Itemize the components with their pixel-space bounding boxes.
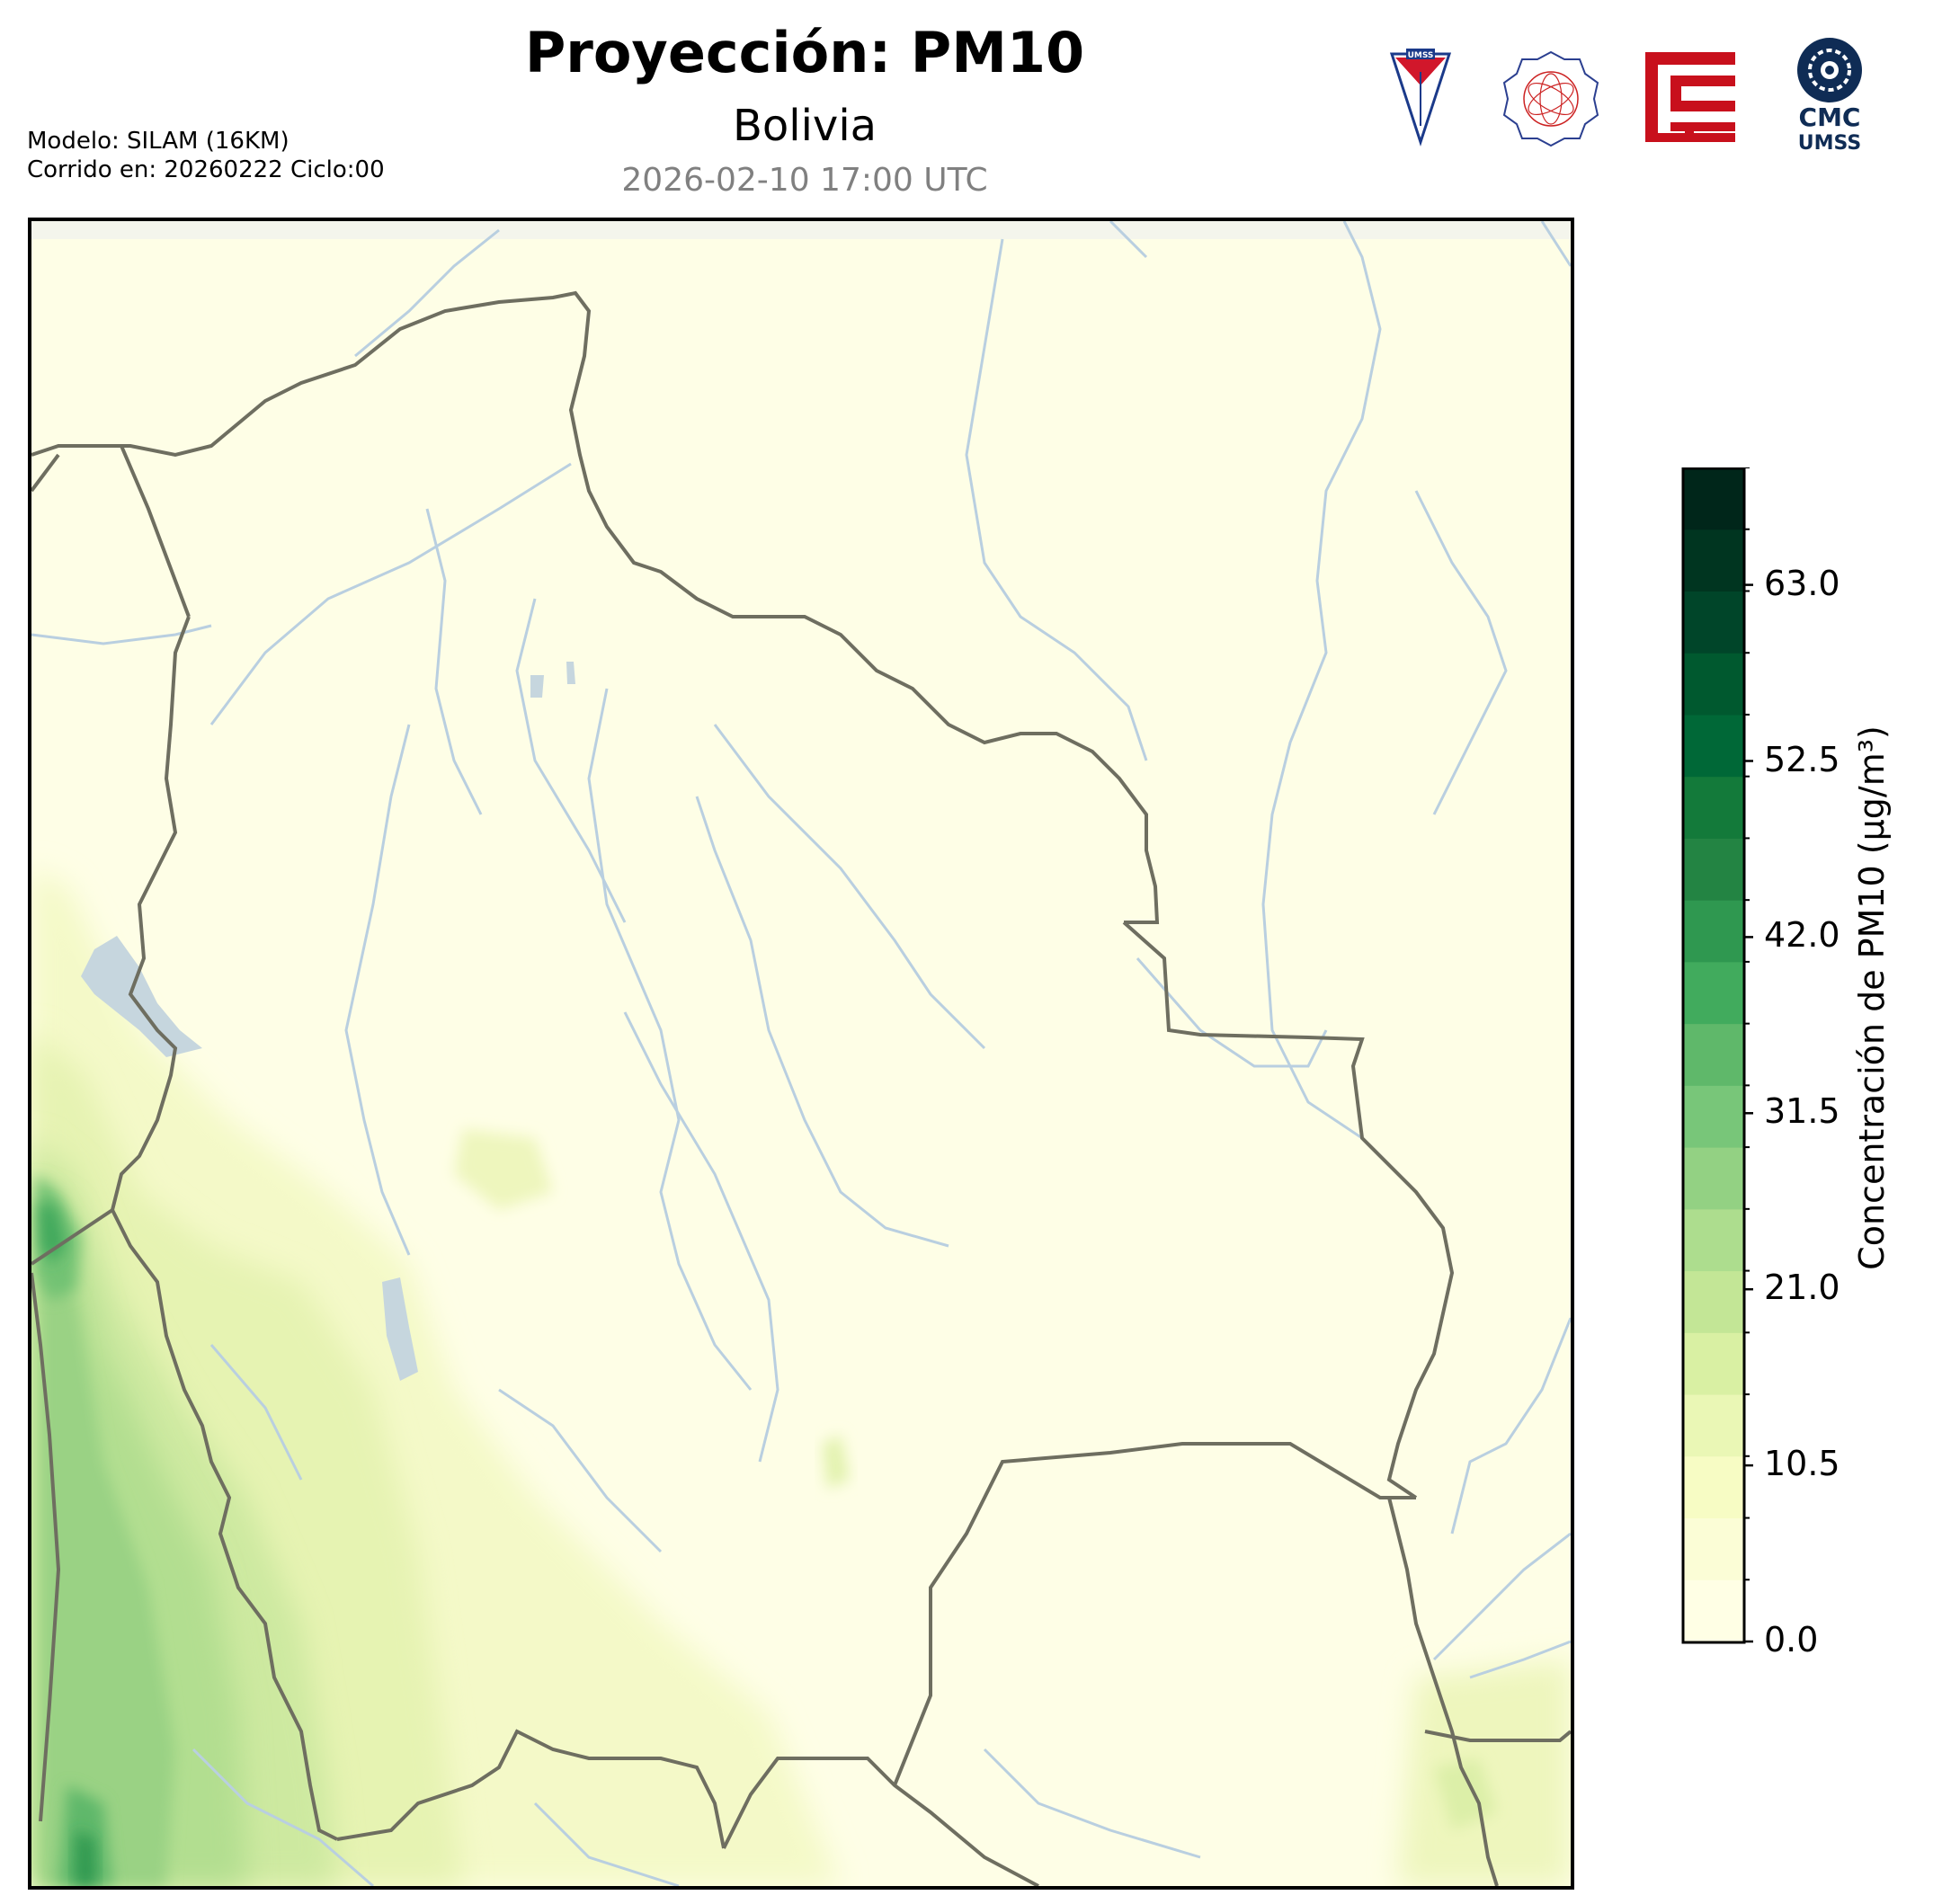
departamento-fisica-seal [1502, 50, 1599, 147]
border-bolivia-brazil-north [31, 290, 1160, 924]
colorbar-segment [1683, 1208, 1744, 1272]
logo-strip: UMSS CMC UMSS [1385, 36, 1888, 162]
colorbar-segment [1683, 1517, 1744, 1580]
svg-text:UMSS: UMSS [1798, 132, 1861, 155]
colorbar-tick-label: 52.5 [1764, 739, 1840, 779]
colorbar-segment [1683, 1085, 1744, 1148]
valid-time: 2026-02-10 17:00 UTC [621, 162, 988, 199]
border-bolivia-peru [111, 616, 191, 1211]
colorbar-segment [1683, 1579, 1744, 1642]
colorbar-segment [1683, 776, 1744, 839]
colorbar-segment [1683, 838, 1744, 901]
umss-shield-logo: UMSS [1389, 49, 1452, 147]
map-title: Proyección: PM10 [524, 20, 1085, 85]
colorbar-tick-label: 21.0 [1764, 1268, 1840, 1308]
colorbar-tick-label: 10.5 [1764, 1444, 1840, 1484]
colorbar-segment [1683, 1270, 1744, 1333]
colorbar-segment [1683, 1023, 1744, 1086]
colorbar-tick-label: 63.0 [1764, 563, 1840, 603]
colorbar-tick-label: 0.0 [1764, 1620, 1819, 1659]
colorbar-outline [1681, 467, 1746, 1644]
border-bolivia-argentina [336, 1729, 726, 1849]
country-borders [31, 290, 1571, 1886]
colorbar-segment [1683, 591, 1744, 654]
lake-poopo [382, 1277, 418, 1381]
border-brazil-paraguay-south [1424, 1730, 1571, 1742]
border-paraguay-brazil [1387, 1497, 1499, 1886]
colorbar-tick-label: 42.0 [1764, 915, 1840, 956]
cmc-umss-logo: CMC UMSS [1797, 38, 1862, 155]
svg-text:UMSS: UMSS [1408, 51, 1434, 60]
border-chile-argentina [31, 1272, 61, 1822]
colorbar-segment [1683, 961, 1744, 1025]
border-bolivia-brazil-east [1122, 921, 1455, 1499]
colorbar-segment [1683, 1147, 1744, 1210]
colorbar [1681, 466, 1753, 1649]
border-bolivia-chile [111, 1209, 338, 1841]
colorbar-segment [1683, 653, 1744, 716]
map-top-margin [31, 221, 1571, 239]
border-bolivia-paraguay [893, 1442, 1416, 1786]
map-panel[interactable] [28, 218, 1574, 1890]
colorbar-tick-label: 31.5 [1764, 1091, 1840, 1132]
border-peru-brazil [120, 445, 191, 618]
pm10-field [31, 868, 1571, 1886]
fcyt-logo [1645, 52, 1735, 142]
colorbar-segment [1683, 529, 1744, 592]
colorbar-label: Concentración de PM10 (µg/m³) [1852, 725, 1892, 1270]
lakes [81, 662, 575, 1381]
map-subtitle: Bolivia [732, 101, 877, 151]
colorbar-segment [1683, 1455, 1744, 1519]
colorbar-segment [1683, 900, 1744, 963]
border-left-peru-coast [31, 453, 60, 493]
svg-text:CMC: CMC [1799, 102, 1861, 132]
colorbar-segment [1683, 714, 1744, 778]
colorbar-segment [1683, 1394, 1744, 1457]
border-peru-chile [31, 1208, 114, 1266]
rivers [31, 221, 1571, 1886]
model-info: Modelo: SILAM (16KM) [27, 128, 290, 155]
lake-titicaca [81, 936, 202, 1057]
run-info: Corrido en: 20260222 Ciclo:00 [27, 156, 385, 183]
colorbar-segment [1683, 1332, 1744, 1395]
border-argentina-paraguay-west [722, 1757, 1039, 1886]
colorbar-segment [1683, 467, 1744, 530]
